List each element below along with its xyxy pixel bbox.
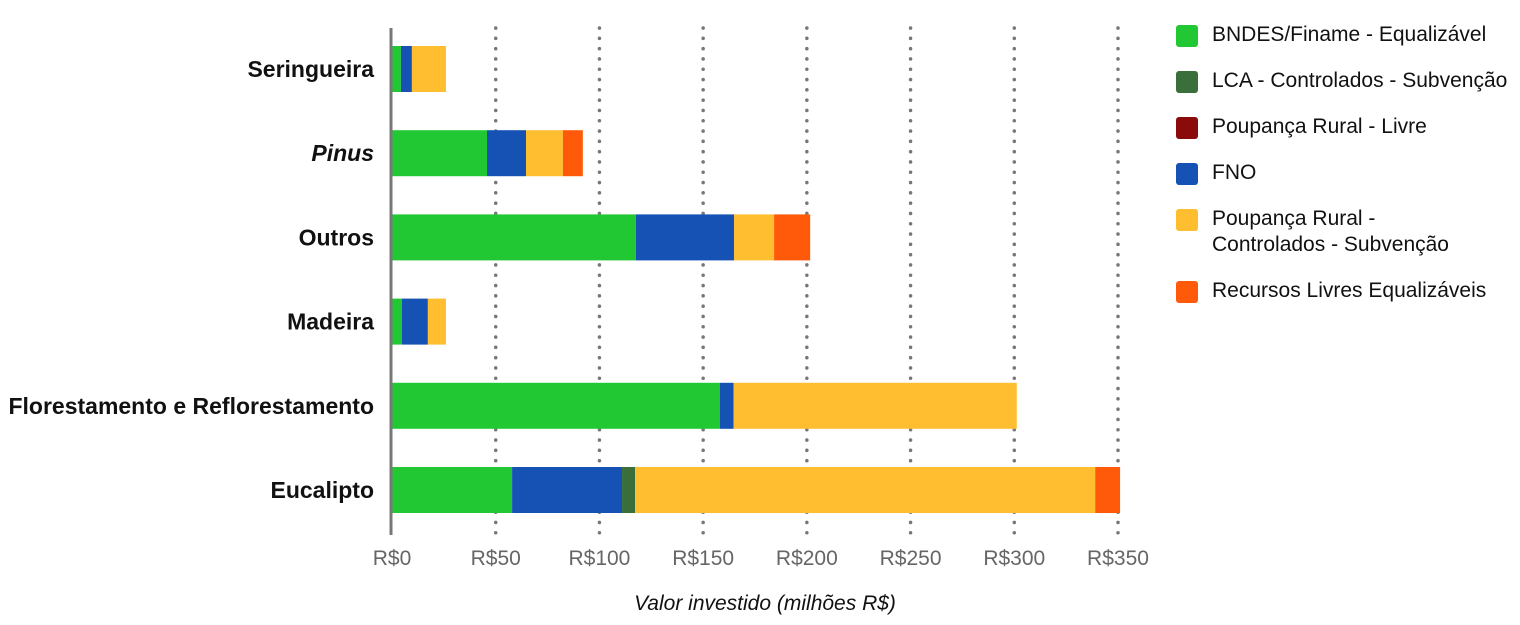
bar-segment	[562, 130, 583, 177]
legend-swatch	[1176, 25, 1198, 47]
bar-segment	[525, 130, 563, 177]
legend-label: FNO	[1212, 161, 1257, 184]
bar-segment	[512, 467, 623, 513]
legend-label: BNDES/Finame - Equalizável	[1212, 23, 1487, 46]
x-tick-label: R$100	[568, 547, 630, 570]
x-tick-label: R$350	[1087, 547, 1149, 570]
bar-segment	[392, 382, 720, 429]
legend-swatch	[1176, 117, 1198, 139]
bar-segment	[400, 46, 412, 92]
category-label: Florestamento e Reflorestamento	[8, 393, 374, 419]
bar-segment	[635, 214, 735, 261]
bar-segment	[392, 214, 636, 261]
legend-item[interactable]: Poupança Rural - Controlados - Subvenção	[1176, 206, 1516, 258]
x-tick-label: R$200	[776, 547, 838, 570]
bar-segment	[427, 298, 446, 345]
bar-segment	[487, 130, 526, 177]
bar-segment	[392, 130, 488, 177]
category-label: Outros	[299, 224, 374, 250]
x-tick-label: R$50	[471, 547, 521, 570]
bar-segment	[635, 467, 1096, 513]
bar-segment	[734, 214, 775, 261]
bar-segment	[392, 46, 401, 92]
bar-segment	[719, 382, 734, 429]
bar-segment	[622, 467, 636, 513]
legend-item[interactable]: LCA - Controlados - Subvenção	[1176, 68, 1516, 94]
x-tick-label: R$150	[672, 547, 734, 570]
x-tick-label: R$0	[373, 547, 412, 570]
bar-segment	[1095, 467, 1121, 513]
bar-segment	[392, 467, 513, 513]
legend-swatch	[1176, 281, 1198, 303]
category-label: Madeira	[287, 309, 374, 335]
legend-label: Recursos Livres Equalizáveis	[1212, 279, 1487, 302]
legend: BNDES/Finame - Equalizável LCA - Controla…	[1176, 22, 1516, 324]
bar-segment	[774, 214, 811, 261]
legend-item[interactable]: BNDES/Finame - Equalizável	[1176, 22, 1516, 48]
legend-label: Poupança Rural - Livre	[1212, 115, 1427, 138]
x-tick-label: R$300	[983, 547, 1045, 570]
legend-swatch	[1176, 209, 1198, 231]
bar-segment	[401, 298, 428, 345]
x-tick-label: R$250	[880, 547, 942, 570]
legend-swatch	[1176, 71, 1198, 93]
category-label: Eucalipto	[270, 477, 374, 503]
category-label: Pinus	[311, 140, 374, 166]
x-axis-title: Valor investido (milhões R$)	[634, 592, 896, 615]
legend-item[interactable]: Poupança Rural - Livre	[1176, 114, 1516, 140]
bar-segment	[392, 298, 402, 345]
bar-segment	[411, 46, 446, 92]
legend-label: Poupança Rural - Controlados - Subvenção	[1212, 207, 1449, 256]
category-label: Seringueira	[247, 56, 374, 82]
bar-segment	[733, 382, 1017, 429]
legend-label: LCA - Controlados - Subvenção	[1212, 69, 1508, 92]
legend-item[interactable]: FNO	[1176, 160, 1516, 186]
legend-item[interactable]: Recursos Livres Equalizáveis	[1176, 278, 1516, 304]
legend-swatch	[1176, 163, 1198, 185]
